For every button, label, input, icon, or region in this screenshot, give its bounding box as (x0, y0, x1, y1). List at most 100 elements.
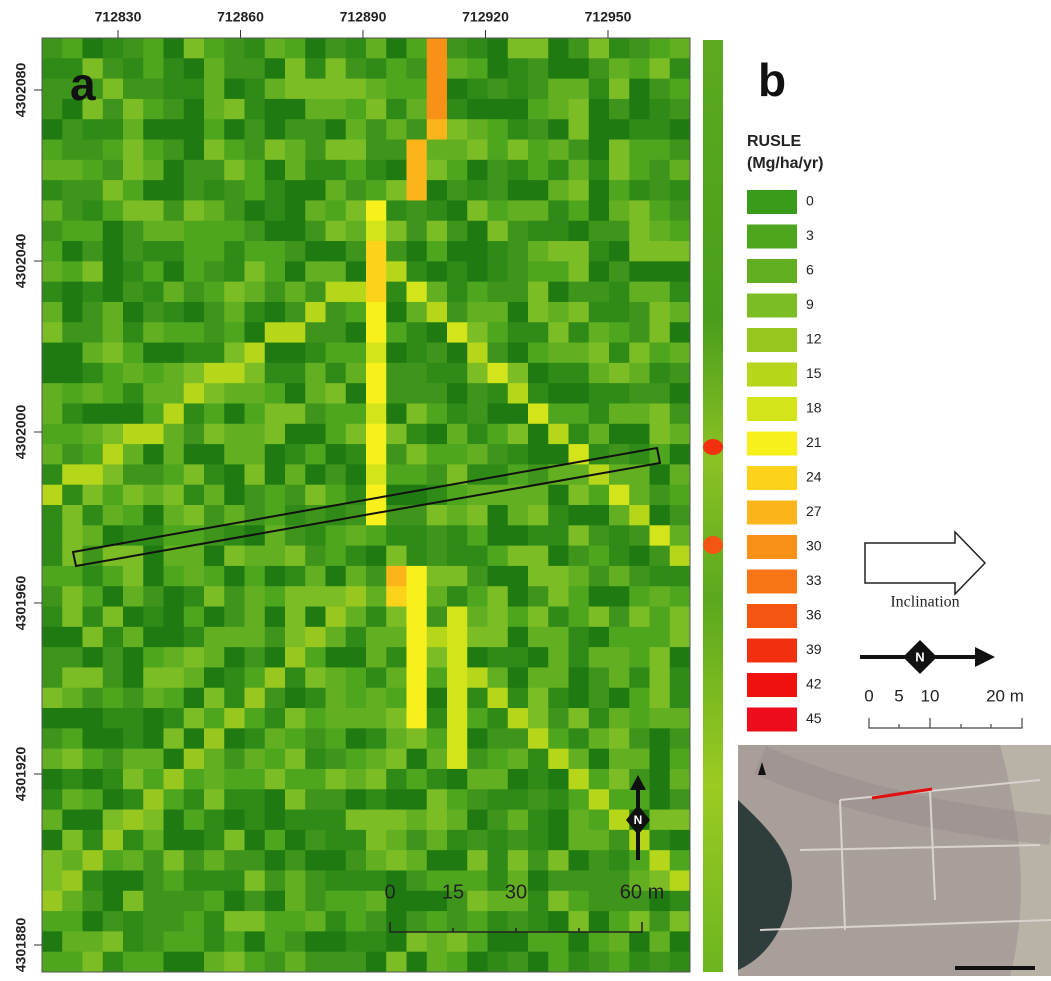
raster-cell (669, 545, 691, 567)
raster-cell (123, 728, 144, 750)
raster-cell (386, 423, 407, 445)
raster-cell (204, 606, 225, 628)
raster-cell (82, 931, 104, 953)
raster-cell (102, 586, 124, 608)
raster-cell (42, 362, 63, 384)
raster-cell (345, 403, 367, 425)
raster-cell (183, 667, 205, 689)
raster-cell (204, 241, 225, 262)
raster-cell (548, 626, 569, 648)
raster-cell (42, 505, 63, 526)
raster-cell (386, 119, 407, 141)
raster-cell (629, 241, 650, 262)
raster-cell (669, 98, 691, 120)
raster-cell (528, 850, 549, 871)
raster-cell (102, 768, 124, 790)
raster-cell (467, 180, 488, 201)
raster-cell (345, 525, 367, 547)
raster-cell (426, 626, 448, 648)
raster-cell (163, 505, 185, 526)
raster-cell (548, 667, 569, 689)
raster-cell (123, 505, 144, 526)
raster-cell (204, 728, 225, 750)
raster-cell (183, 789, 205, 811)
raster-cell (285, 98, 306, 120)
raster-cell (264, 890, 286, 912)
raster-cell (102, 139, 124, 161)
raster-cell (42, 180, 63, 201)
raster-cell (588, 505, 610, 526)
legend-label: 30 (806, 538, 822, 554)
raster-cell (548, 525, 569, 547)
raster-cell (467, 890, 488, 912)
raster-cell (447, 261, 468, 283)
raster-cell (345, 667, 367, 689)
raster-cell (406, 931, 428, 953)
raster-cell (285, 505, 306, 526)
raster-cell (568, 951, 590, 973)
raster-cell (264, 423, 286, 445)
raster-cell (224, 423, 245, 445)
raster-cell (82, 484, 104, 506)
raster-cell (244, 78, 266, 100)
raster-cell (528, 484, 549, 506)
raster-cell (102, 850, 124, 871)
raster-cell (669, 586, 691, 608)
raster-cell (507, 281, 529, 303)
raster-cell (123, 342, 144, 364)
raster-cell (568, 890, 590, 912)
raster-cell (406, 829, 428, 851)
raster-cell (244, 180, 266, 201)
raster-cell (62, 342, 83, 364)
raster-cell (366, 850, 387, 871)
raster-cell (548, 281, 569, 303)
raster-cell (82, 687, 104, 709)
raster-cell (82, 809, 104, 831)
raster-cell (183, 159, 205, 181)
raster-cell (588, 606, 610, 628)
raster-cell (244, 301, 266, 323)
raster-cell (62, 301, 83, 323)
raster-cell (244, 606, 266, 628)
raster-cell (123, 789, 144, 811)
raster-cell (649, 403, 671, 425)
raster-cell (487, 58, 509, 80)
raster-cell (264, 809, 286, 831)
raster-cell (406, 606, 428, 628)
raster-cell (649, 850, 671, 871)
raster-cell (82, 789, 104, 811)
raster-cell (649, 342, 671, 364)
raster-cell (649, 626, 671, 648)
raster-cell (487, 850, 509, 871)
raster-cell (325, 647, 347, 668)
raster-cell (183, 180, 205, 201)
raster-cell (224, 545, 245, 567)
raster-cell (447, 911, 468, 932)
inclination-arrow (864, 530, 987, 596)
raster-cell (548, 565, 569, 587)
raster-cell (568, 464, 590, 486)
legend-swatch (747, 190, 797, 214)
raster-cell (163, 444, 185, 465)
raster-cell (345, 850, 367, 871)
raster-cell (467, 525, 488, 547)
raster-cell (548, 728, 569, 750)
raster-cell (426, 281, 448, 303)
raster-cell (183, 748, 205, 770)
raster-cell (426, 687, 448, 709)
raster-cell (325, 708, 347, 729)
raster-cell (305, 911, 326, 932)
raster-cell (426, 525, 448, 547)
raster-cell (609, 180, 630, 201)
raster-cell (204, 403, 225, 425)
raster-cell (305, 403, 326, 425)
raster-cell (366, 180, 387, 201)
raster-cell (366, 565, 387, 587)
raster-cell (325, 484, 347, 506)
raster-cell (143, 728, 164, 750)
raster-cell (386, 809, 407, 831)
raster-cell (366, 261, 387, 283)
raster-cell (447, 464, 468, 486)
raster-cell (123, 200, 144, 222)
raster-cell (467, 748, 488, 770)
